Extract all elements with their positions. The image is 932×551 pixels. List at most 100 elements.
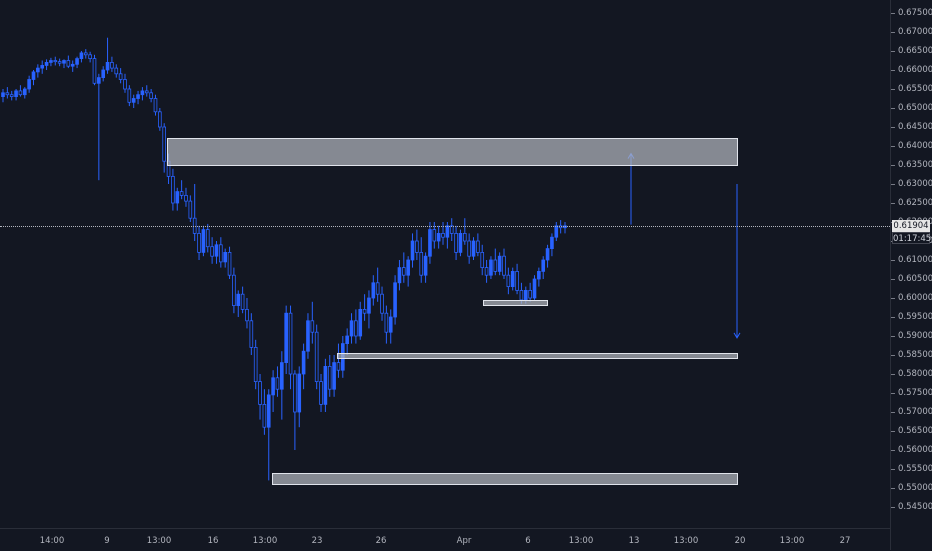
time-tick-label: 13:00 (779, 536, 805, 546)
candle-body (336, 362, 341, 371)
candle-body (197, 232, 201, 253)
price-tick-label: 0.64500 (890, 122, 932, 132)
candle-body (436, 232, 441, 242)
price-tick-label: 0.66000 (890, 65, 932, 75)
candle-body (101, 69, 106, 78)
supply-zone[interactable] (167, 137, 738, 166)
candle-body (1, 92, 5, 98)
candle-body (201, 229, 206, 253)
candle-body (136, 94, 140, 99)
candle-body (502, 255, 506, 276)
candle-body (371, 282, 376, 299)
price-tick-label: 0.58000 (890, 369, 932, 379)
candle-body (271, 377, 275, 396)
candle-body (323, 365, 328, 405)
time-axis[interactable]: 14:00 9 13:00 16 13:00 23 26 Apr 6 13:00 13 13:00 20… (0, 528, 890, 551)
candle-body (249, 320, 254, 348)
time-tick-label: 13:00 (252, 536, 278, 546)
price-tick-label: 0.60000 (890, 293, 932, 303)
candle-body (314, 331, 319, 383)
candle-body (375, 282, 380, 295)
candle-body (97, 77, 101, 84)
candle-body (419, 251, 424, 276)
price-tick-label: 0.62500 (890, 198, 932, 208)
small-demand-zone[interactable] (483, 299, 548, 306)
candle-body (532, 278, 537, 299)
candle-body (537, 270, 541, 280)
candle-body (62, 60, 66, 64)
candle-body (489, 259, 493, 276)
candle-body (219, 244, 223, 263)
candle-body (349, 320, 354, 337)
mid-zone[interactable] (337, 353, 738, 360)
candle-body (301, 350, 306, 375)
candle-body (484, 267, 489, 276)
current-price-line (0, 225, 890, 227)
candle-body (293, 373, 297, 413)
candle-body (171, 175, 175, 204)
price-tick-label: 0.59500 (890, 312, 932, 322)
candle-body (79, 52, 84, 60)
candle-body (214, 244, 219, 257)
price-tick-label: 0.63000 (890, 179, 932, 189)
candle-body (306, 320, 310, 352)
bar-countdown-label: 01:17:45 (892, 231, 932, 244)
price-tick-label: 0.57500 (890, 388, 932, 398)
candle-body (27, 79, 31, 90)
time-tick-label: Apr (456, 536, 472, 546)
candle-body (541, 259, 546, 272)
candle-body (36, 67, 40, 73)
candle-body (205, 229, 210, 248)
candle-body (297, 373, 302, 413)
candle-body (528, 289, 532, 299)
candle-body (332, 362, 336, 390)
candle-body (144, 90, 149, 94)
candle-body (462, 232, 467, 242)
price-tick-label: 0.67500 (890, 8, 932, 18)
price-tick-label: 0.56000 (890, 445, 932, 455)
candle-body (410, 240, 415, 261)
candle-body (415, 240, 419, 253)
low-demand-zone[interactable] (272, 472, 738, 486)
time-tick-label: 20 (734, 536, 746, 546)
candle-body (184, 194, 188, 202)
price-tick-label: 0.67000 (890, 27, 932, 37)
candle-body (140, 90, 145, 96)
candle-body (510, 270, 515, 287)
candle-body (123, 79, 127, 90)
time-tick-label: 9 (104, 536, 110, 546)
candle-body (519, 289, 524, 301)
candle-body (380, 293, 384, 314)
down-arrow[interactable] (733, 184, 741, 339)
candle-body (153, 98, 158, 113)
price-tick-label: 0.63500 (890, 160, 932, 170)
candle-body (454, 232, 458, 253)
candle-body (449, 225, 454, 234)
candle-body (18, 90, 23, 96)
candle-body (275, 377, 280, 390)
candle-body (288, 312, 293, 375)
candle-body (493, 259, 498, 272)
price-tick-label: 0.65000 (890, 103, 932, 113)
candle-body (545, 248, 550, 261)
candle-body (131, 98, 136, 103)
candle-body (49, 60, 53, 63)
candle-body (384, 312, 389, 333)
price-tick-label: 0.55000 (890, 483, 932, 493)
candle-body (497, 255, 502, 272)
candle-body (245, 308, 249, 322)
candle-body (458, 232, 463, 253)
price-tick-label: 0.61000 (890, 255, 932, 265)
price-tick-label: 0.65500 (890, 84, 932, 94)
price-tick-label: 0.55500 (890, 464, 932, 474)
price-axis[interactable]: 0.67500 0.67000 0.66500 0.66000 0.65500 0.650… (890, 0, 932, 550)
candle-body (118, 73, 123, 80)
chart-area[interactable] (0, 0, 890, 528)
candle-body (476, 240, 480, 253)
candle-body (550, 236, 554, 249)
candle-body (232, 274, 236, 307)
candle-body (428, 229, 432, 257)
time-tick-label: 27 (839, 536, 851, 546)
candle-body (253, 346, 258, 382)
candle-body (223, 251, 228, 263)
